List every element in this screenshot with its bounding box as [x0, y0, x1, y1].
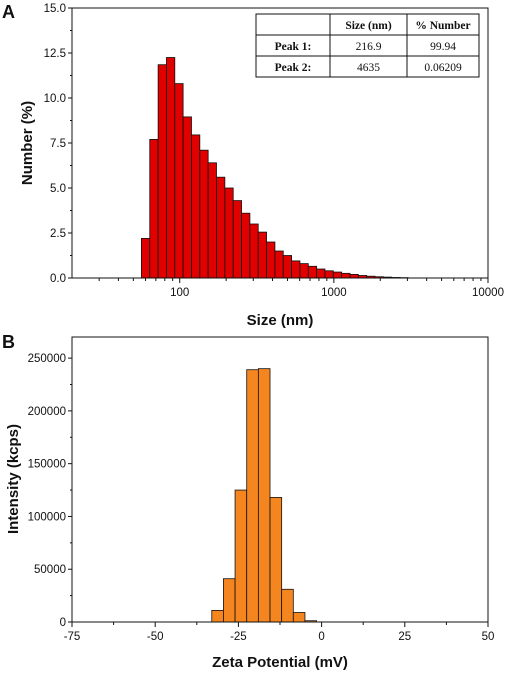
x-tick-label-b-1: -50 — [147, 631, 164, 643]
bar-b-5 — [269, 497, 283, 623]
bars-a — [72, 57, 488, 279]
bar-a-11 — [232, 200, 242, 279]
ticks-a: 0.0 2.5 5.0 7.5 10.0 12.5 15.0 100 1000 10000 — [44, 3, 504, 299]
panel-a: A Number (%) Size (nm) 0.0 2.5 5.0 7.5 10.0 1… — [2, 2, 504, 329]
x-tick-label-b-3: 0 — [318, 631, 324, 643]
table-header-cell: % Number — [415, 20, 470, 32]
bar-a-17 — [282, 255, 293, 279]
y-tick-label-a-3: 7.5 — [50, 138, 66, 150]
bar-a-3 — [166, 57, 176, 279]
table-cell: 4635 — [357, 62, 380, 74]
bar-a-7 — [199, 149, 209, 279]
bar-b-0 — [211, 609, 224, 623]
x-tick-label-a-0: 100 — [170, 287, 189, 299]
bars-b — [72, 368, 488, 623]
x-axis-title-b: Zeta Potential (mV) — [212, 654, 348, 671]
bar-b-1 — [223, 578, 236, 623]
bar-a-18 — [291, 260, 301, 279]
x-tick-label-b-4: 25 — [398, 631, 411, 643]
y-tick-label-b-3: 150000 — [28, 459, 66, 471]
table-cell: Peak 1: — [275, 41, 312, 53]
bar-a-23 — [332, 271, 343, 279]
bar-a-2 — [157, 64, 167, 279]
y-tick-label-a-2: 5.0 — [50, 183, 66, 195]
bar-a-19 — [299, 263, 309, 279]
bar-a-0 — [140, 237, 151, 279]
panel-b: B Intensity (kcps) Zeta Potential (mV) 0… — [2, 332, 494, 671]
bar-a-13 — [249, 223, 259, 279]
bar-a-15 — [266, 241, 276, 279]
x-tick-label-a-1: 1000 — [321, 287, 347, 299]
bar-a-1 — [149, 138, 159, 279]
y-tick-label-a-0: 0.0 — [50, 273, 66, 285]
y-tick-label-b-2: 100000 — [28, 511, 66, 523]
x-tick-label-b-2: -25 — [230, 631, 247, 643]
plot-frame-b — [71, 336, 489, 623]
bar-b-7 — [292, 612, 306, 623]
y-tick-label-a-6: 15.0 — [44, 3, 66, 15]
y-tick-label-a-4: 10.0 — [44, 93, 66, 105]
bar-a-5 — [182, 116, 192, 279]
y-tick-label-a-5: 12.5 — [44, 48, 66, 60]
y-tick-label-b-0: 0 — [60, 617, 66, 629]
bar-a-10 — [224, 187, 234, 279]
bar-a-21 — [316, 268, 326, 279]
x-tick-label-a-2: 10000 — [472, 287, 504, 299]
bar-a-20 — [307, 265, 318, 279]
table-header-cell: Size (nm) — [345, 20, 391, 32]
y-tick-label-b-4: 200000 — [28, 406, 66, 418]
table-cell: 216.9 — [356, 41, 382, 53]
ticks-b: 0 50000 100000 150000 200000 250000 -75 -50 -25 0… — [28, 353, 495, 643]
bar-b-2 — [234, 489, 248, 623]
table-cell: 0.06209 — [424, 62, 462, 74]
bar-a-22 — [324, 270, 334, 279]
bar-a-8 — [207, 162, 217, 279]
bar-b-4 — [257, 368, 271, 623]
panel-letter-a: A — [2, 2, 15, 22]
x-axis-title-a: Size (nm) — [247, 312, 314, 329]
bar-b-6 — [281, 588, 294, 623]
y-axis-title-b: Intensity (kcps) — [5, 424, 22, 534]
table-frame — [255, 13, 480, 78]
y-tick-label-b-5: 250000 — [28, 353, 66, 365]
table-cell: 99.94 — [430, 41, 456, 53]
y-tick-label-b-1: 50000 — [34, 564, 66, 576]
plot-frame-a — [71, 7, 489, 279]
y-axis-title-a: Number (%) — [19, 101, 36, 185]
bar-a-14 — [257, 231, 267, 279]
bar-a-9 — [216, 176, 226, 279]
bar-a-16 — [274, 250, 284, 279]
table-cell: Peak 2: — [275, 62, 312, 74]
bar-b-3 — [246, 369, 259, 623]
bar-a-12 — [241, 212, 251, 279]
bar-a-4 — [174, 83, 184, 279]
y-tick-label-a-1: 2.5 — [50, 228, 66, 240]
peak-table: Size (nm) % Number Peak 1: 216.9 99.94 Peak 2… — [255, 13, 480, 78]
panel-letter-b: B — [2, 332, 15, 352]
bar-a-24 — [341, 272, 351, 279]
bar-a-25 — [349, 273, 359, 279]
x-tick-label-b-0: -75 — [64, 631, 81, 643]
x-tick-label-b-5: 50 — [482, 631, 495, 643]
bar-a-6 — [191, 134, 201, 279]
